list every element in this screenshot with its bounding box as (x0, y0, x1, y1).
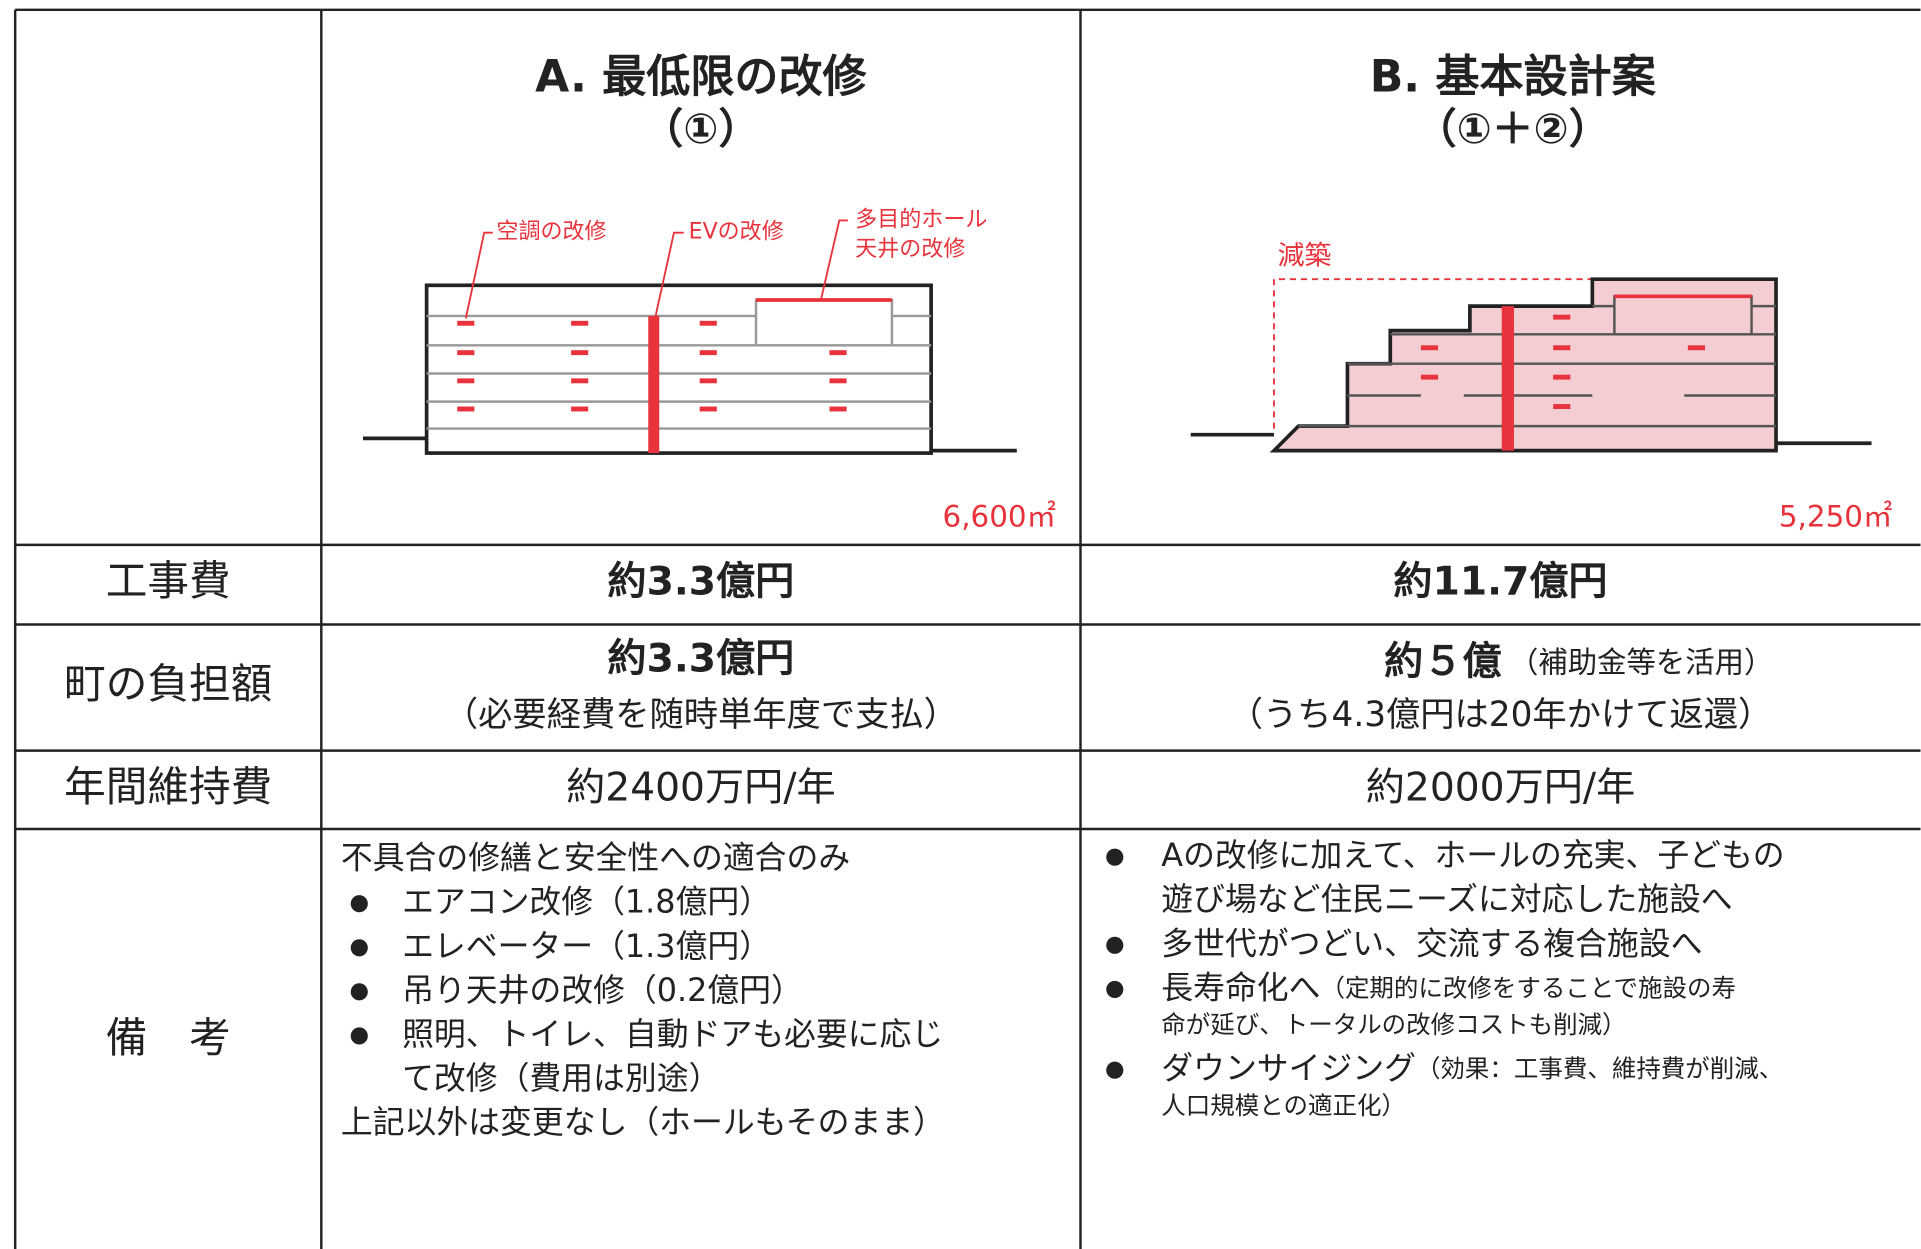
note-text: エアコン改修（1.8億円） (402, 883, 771, 921)
bullet (1106, 1061, 1124, 1079)
bullet (1106, 980, 1124, 998)
cell-text: （うち4.3億円は20年かけて返還） (1229, 695, 1773, 735)
cell-text: 約2400万円/年 (566, 765, 836, 810)
note-main: 長寿命化へ (1161, 968, 1320, 1006)
row-label: 町の負担額 (64, 659, 272, 708)
bullet (350, 939, 368, 957)
diagram-label: 多目的ホール (855, 207, 987, 232)
note-small: 命が延び、トータルの改修コストも削減） (1161, 1010, 1626, 1039)
cell-text: 約3.3億円 (607, 560, 794, 605)
note-small: （定期的に改修をすることで施設の寿 (1320, 973, 1736, 1002)
note-text: 上記以外は変更なし（ホールもそのまま） (341, 1103, 945, 1141)
bullet (350, 983, 368, 1001)
cell-text: 約2000万円/年 (1366, 765, 1636, 810)
header-subtitle: （①＋②） (1415, 104, 1610, 153)
note-text: 照明、トイレ、自動ドアも必要に応じ (402, 1015, 943, 1053)
bullet (1106, 848, 1124, 866)
note-main: ダウンサイジング (1161, 1049, 1416, 1087)
header-title: B. 基本設計案 (1370, 52, 1657, 103)
note-text: て改修（費用は別途） (402, 1059, 720, 1097)
note-small: （効果：工事費、維持費が削減、 (1416, 1054, 1783, 1083)
cell-main: 約５億 (1384, 639, 1502, 684)
note-text: 長寿命化へ（定期的に改修をすることで施設の寿 (1161, 968, 1736, 1006)
header-title: A. 最低限の改修 (535, 52, 867, 103)
bullet (350, 895, 368, 913)
area-label: 6,600㎡ (943, 499, 1056, 533)
bullet (1106, 936, 1124, 954)
table-grid (13, 8, 1921, 1249)
row-label: 年間維持費 (64, 762, 272, 811)
note-text: 多世代がつどい、交流する複合施設へ (1161, 924, 1702, 962)
cell-text: （必要経費を随時単年度で支払） (444, 695, 958, 735)
cell-text: 約５億 （補助金等を活用） (1384, 639, 1773, 684)
note-text: 遊び場など住民ニーズに対応した施設へ (1161, 880, 1732, 918)
diagram-label: 天井の改修 (855, 237, 965, 262)
diagram-label: 空調の改修 (496, 220, 606, 245)
note-text: エレベーター（1.3億円） (402, 927, 771, 965)
cell-text: 約11.7億円 (1393, 560, 1607, 605)
note-text: 不具合の修繕と安全性への適合のみ (341, 839, 850, 877)
bullet (350, 1027, 368, 1045)
note-text: Aの改修に加えて、ホールの充実、子どもの (1161, 836, 1784, 874)
diagram-a (362, 219, 1017, 455)
diagram-label: 減築 (1278, 241, 1332, 272)
diagram-label: EVの改修 (689, 220, 784, 245)
area-label: 5,250㎡ (1779, 499, 1892, 533)
note-text: ダウンサイジング（効果：工事費、維持費が削減、 (1161, 1049, 1783, 1087)
row-label: 備 考 (106, 1013, 231, 1062)
note-text: 吊り天井の改修（0.2億円） (402, 971, 803, 1009)
note-small: 人口規模との適正化） (1161, 1091, 1406, 1120)
row-label: 工事費 (106, 556, 231, 605)
header-subtitle: （①） (642, 104, 761, 153)
cell-text: 約3.3億円 (607, 637, 794, 682)
diagram-b (1190, 277, 1872, 453)
cell-note: （補助金等を活用） (1509, 645, 1773, 679)
